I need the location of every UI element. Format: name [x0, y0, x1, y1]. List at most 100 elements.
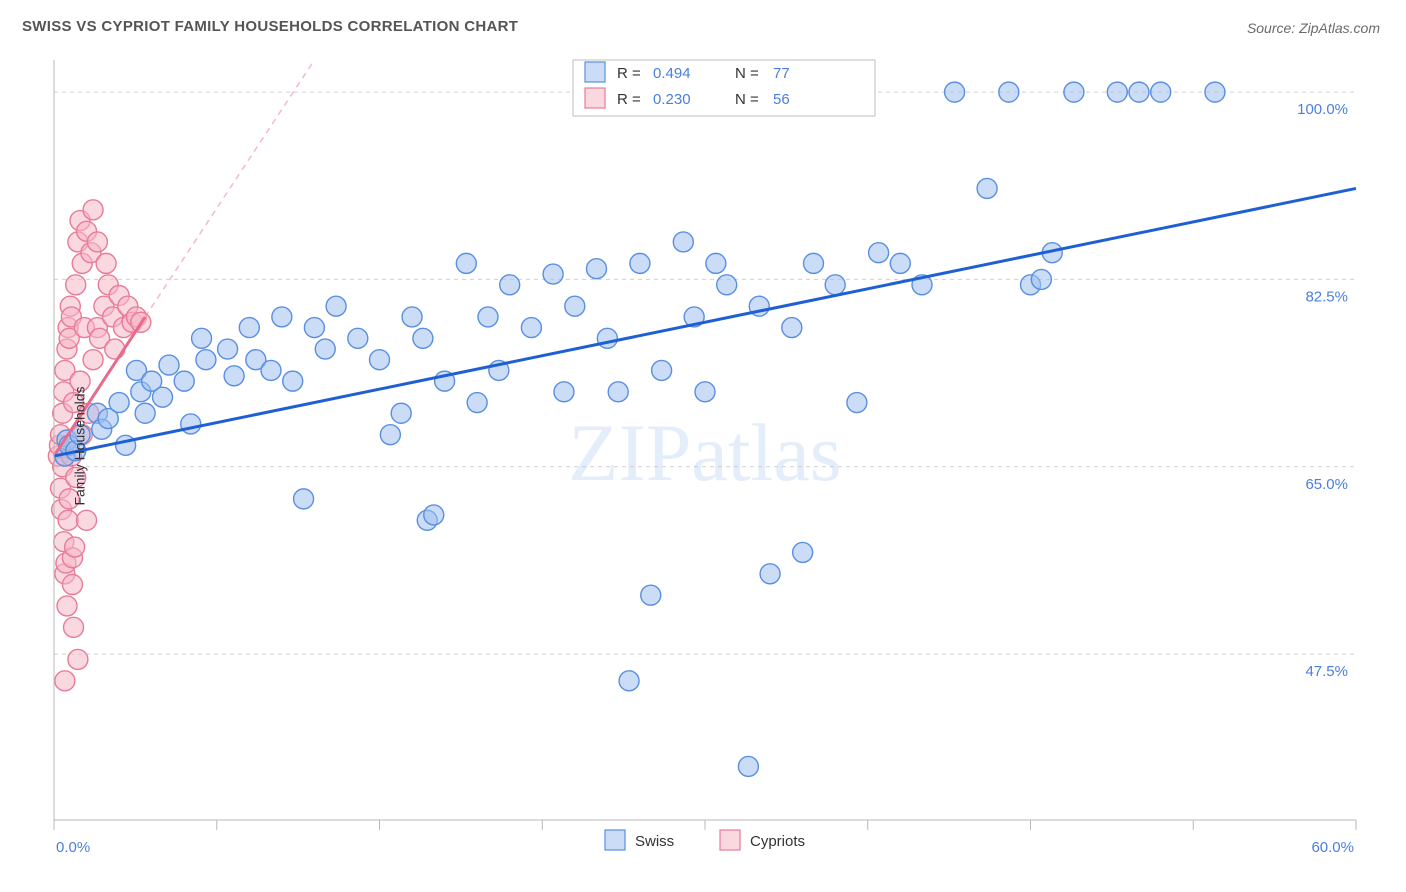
scatter-point [304, 318, 324, 338]
scatter-point [597, 328, 617, 348]
legend-r-value: 0.230 [653, 91, 691, 108]
scatter-point [977, 178, 997, 198]
scatter-point [587, 259, 607, 279]
y-tick-label: 82.5% [1305, 288, 1348, 305]
scatter-point [543, 264, 563, 284]
correlation-scatter-chart: SWISS VS CYPRIOT FAMILY HOUSEHOLDS CORRE… [0, 0, 1406, 892]
scatter-point [869, 243, 889, 263]
scatter-point [57, 596, 77, 616]
scatter-point [153, 387, 173, 407]
scatter-point [402, 307, 422, 327]
scatter-point [478, 307, 498, 327]
scatter-point [348, 328, 368, 348]
scatter-point [272, 307, 292, 327]
y-axis-label: Family Households [72, 386, 88, 505]
scatter-point [1205, 82, 1225, 102]
scatter-point [630, 253, 650, 273]
scatter-point [695, 382, 715, 402]
scatter-point [192, 328, 212, 348]
scatter-point [196, 350, 216, 370]
scatter-point [641, 585, 661, 605]
scatter-point [706, 253, 726, 273]
y-tick-label: 47.5% [1305, 663, 1348, 680]
legend-swatch [585, 62, 605, 82]
scatter-point [1107, 82, 1127, 102]
scatter-point [283, 371, 303, 391]
scatter-point [554, 382, 574, 402]
scatter-point [87, 232, 107, 252]
scatter-point [239, 318, 259, 338]
watermark: ZIPatlas [568, 407, 841, 498]
scatter-point [608, 382, 628, 402]
scatter-point [64, 617, 84, 637]
scatter-point [673, 232, 693, 252]
scatter-point [159, 355, 179, 375]
legend-r-value: 0.494 [653, 65, 691, 82]
scatter-point [62, 575, 82, 595]
scatter-point [521, 318, 541, 338]
x-tick-label: 0.0% [56, 839, 90, 856]
scatter-point [315, 339, 335, 359]
chart-source: Source: ZipAtlas.com [1247, 20, 1380, 36]
scatter-point [105, 339, 125, 359]
scatter-point [890, 253, 910, 273]
y-tick-label: 100.0% [1297, 101, 1348, 118]
scatter-point [181, 414, 201, 434]
legend-n-label: N = [735, 91, 759, 108]
legend-r-label: R = [617, 65, 641, 82]
legend-series-label: Swiss [635, 833, 674, 850]
scatter-point [1064, 82, 1084, 102]
chart-svg: 47.5% 65.0% 82.5% 100.0% ZIPatlas 0.0% 60.0% R … [0, 0, 1406, 892]
y-tick-label: 65.0% [1305, 476, 1348, 493]
legend-n-value: 56 [773, 91, 790, 108]
scatter-point [135, 403, 155, 423]
scatter-point [83, 350, 103, 370]
scatter-point [391, 403, 411, 423]
scatter-point [413, 328, 433, 348]
scatter-point [116, 435, 136, 455]
x-tick-label: 60.0% [1311, 839, 1354, 856]
scatter-point [619, 671, 639, 691]
scatter-point [77, 510, 97, 530]
scatter-point [652, 360, 672, 380]
trendline-cypriots-dash [145, 60, 314, 317]
scatter-point [847, 393, 867, 413]
legend-n-value: 77 [773, 65, 790, 82]
scatter-point [804, 253, 824, 273]
scatter-point [1151, 82, 1171, 102]
scatter-point [326, 296, 346, 316]
scatter-point [66, 275, 86, 295]
scatter-point [294, 489, 314, 509]
scatter-point [424, 505, 444, 525]
scatter-point [55, 671, 75, 691]
scatter-point [218, 339, 238, 359]
scatter-point [1129, 82, 1149, 102]
scatter-point [999, 82, 1019, 102]
legend-swatch [585, 88, 605, 108]
scatter-point [370, 350, 390, 370]
chart-title: SWISS VS CYPRIOT FAMILY HOUSEHOLDS CORRE… [22, 18, 518, 35]
legend-swatch [605, 830, 625, 850]
legend-swatch [720, 830, 740, 850]
scatter-point [261, 360, 281, 380]
scatter-point [565, 296, 585, 316]
scatter-point [58, 510, 78, 530]
scatter-point [68, 649, 88, 669]
scatter-point [467, 393, 487, 413]
legend-n-label: N = [735, 65, 759, 82]
scatter-point [65, 537, 85, 557]
scatter-point [96, 253, 116, 273]
scatter-point [174, 371, 194, 391]
scatter-point [717, 275, 737, 295]
scatter-point [760, 564, 780, 584]
scatter-point [456, 253, 476, 273]
scatter-point [738, 756, 758, 776]
scatter-point [224, 366, 244, 386]
scatter-point [109, 393, 129, 413]
legend-series-label: Cypriots [750, 833, 805, 850]
scatter-point [782, 318, 802, 338]
scatter-point [793, 542, 813, 562]
scatter-point [500, 275, 520, 295]
scatter-point [83, 200, 103, 220]
scatter-point [825, 275, 845, 295]
